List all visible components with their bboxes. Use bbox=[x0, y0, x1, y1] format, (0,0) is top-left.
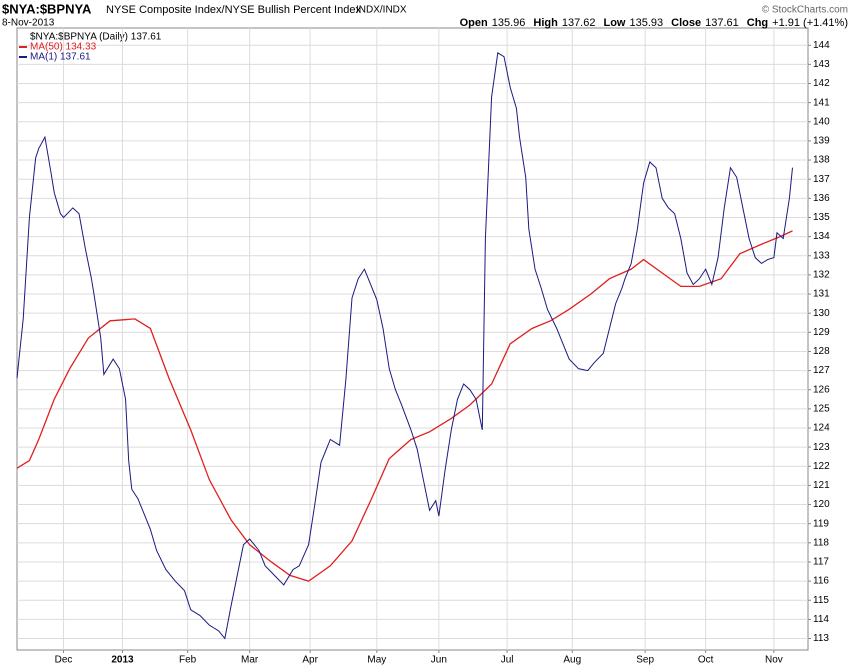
x-tick-label: Aug bbox=[563, 655, 581, 666]
y-tick-label: 140 bbox=[813, 116, 830, 127]
series-line bbox=[16, 52, 793, 640]
y-tick-label: 126 bbox=[813, 384, 830, 395]
y-tick-label: 133 bbox=[813, 250, 830, 261]
y-tick-label: 128 bbox=[813, 346, 830, 357]
x-tick-label: Sep bbox=[636, 655, 654, 666]
quote-value: 137.62 bbox=[562, 17, 596, 29]
y-tick-label: 135 bbox=[813, 212, 830, 223]
quote-value: 137.61 bbox=[705, 17, 739, 29]
series-line bbox=[16, 230, 793, 582]
x-tick-label: Apr bbox=[302, 655, 318, 666]
y-tick-label: 123 bbox=[813, 442, 830, 453]
y-tick-label: 121 bbox=[813, 480, 830, 491]
chart-title: NYSE Composite Index/NYSE Bullish Percen… bbox=[106, 4, 361, 16]
y-tick-label: 138 bbox=[813, 155, 830, 166]
x-tick-label: Jul bbox=[501, 655, 514, 666]
credit: © StockCharts.com bbox=[762, 5, 848, 16]
y-tick-label: 116 bbox=[813, 576, 829, 587]
y-tick-label: 114 bbox=[813, 614, 829, 625]
x-tick-label: Dec bbox=[55, 655, 73, 666]
plot-frame bbox=[16, 27, 809, 651]
legend-label: MA(50) 134.33 bbox=[30, 42, 97, 53]
y-tick-label: 127 bbox=[813, 365, 830, 376]
date: 8-Nov-2013 bbox=[2, 18, 55, 29]
quote-label: Chg bbox=[747, 17, 768, 29]
symbol: $NYA:$BPNYA bbox=[2, 1, 92, 16]
y-tick-label: 137 bbox=[813, 174, 830, 185]
y-tick-label: 120 bbox=[813, 499, 830, 510]
y-tick-label: 119 bbox=[813, 518, 829, 529]
y-tick-label: 129 bbox=[813, 327, 830, 338]
quote-label: High bbox=[533, 17, 558, 29]
x-tick-label: Jun bbox=[431, 655, 447, 666]
y-tick-label: 125 bbox=[813, 403, 830, 414]
header: $NYA:$BPNYA NYSE Composite Index/NYSE Bu… bbox=[2, 1, 848, 42]
y-tick-label: 124 bbox=[813, 423, 830, 434]
quote-value: 135.96 bbox=[492, 17, 526, 29]
y-tick-label: 142 bbox=[813, 78, 830, 89]
exchange: INDX/INDX bbox=[356, 5, 407, 16]
x-tick-label: Nov bbox=[765, 655, 783, 666]
x-tick-label: Feb bbox=[179, 655, 197, 666]
y-tick-label: 115 bbox=[813, 595, 829, 606]
legend-label: MA(1) 137.61 bbox=[30, 52, 91, 63]
y-tick-label: 139 bbox=[813, 136, 830, 147]
y-tick-label: 141 bbox=[813, 97, 830, 108]
y-tick-label: 117 bbox=[813, 557, 829, 568]
y-tick-label: 136 bbox=[813, 193, 830, 204]
y-tick-label: 143 bbox=[813, 59, 830, 70]
quote-value: +1.91 (+1.41%) bbox=[772, 17, 848, 29]
y-tick-label: 132 bbox=[813, 270, 830, 281]
y-tick-label: 130 bbox=[813, 308, 830, 319]
x-tick-label: Oct bbox=[698, 655, 714, 666]
price-legend: $NYA:$BPNYA (Daily) 137.61 bbox=[30, 32, 162, 43]
x-tick-label: 2013 bbox=[111, 655, 134, 666]
quote-label: Open bbox=[460, 17, 488, 29]
y-tick-label: 113 bbox=[813, 633, 829, 644]
y-tick-label: 131 bbox=[813, 289, 830, 300]
x-tick-label: May bbox=[367, 655, 386, 666]
y-tick-label: 134 bbox=[813, 231, 830, 242]
quote-label: Low bbox=[603, 17, 625, 29]
quote-value: 135.93 bbox=[629, 17, 663, 29]
y-tick-label: 118 bbox=[813, 537, 829, 548]
x-tick-label: Mar bbox=[241, 655, 259, 666]
y-tick-label: 144 bbox=[813, 40, 830, 51]
y-tick-label: 122 bbox=[813, 461, 830, 472]
quote-label: Close bbox=[671, 17, 701, 29]
